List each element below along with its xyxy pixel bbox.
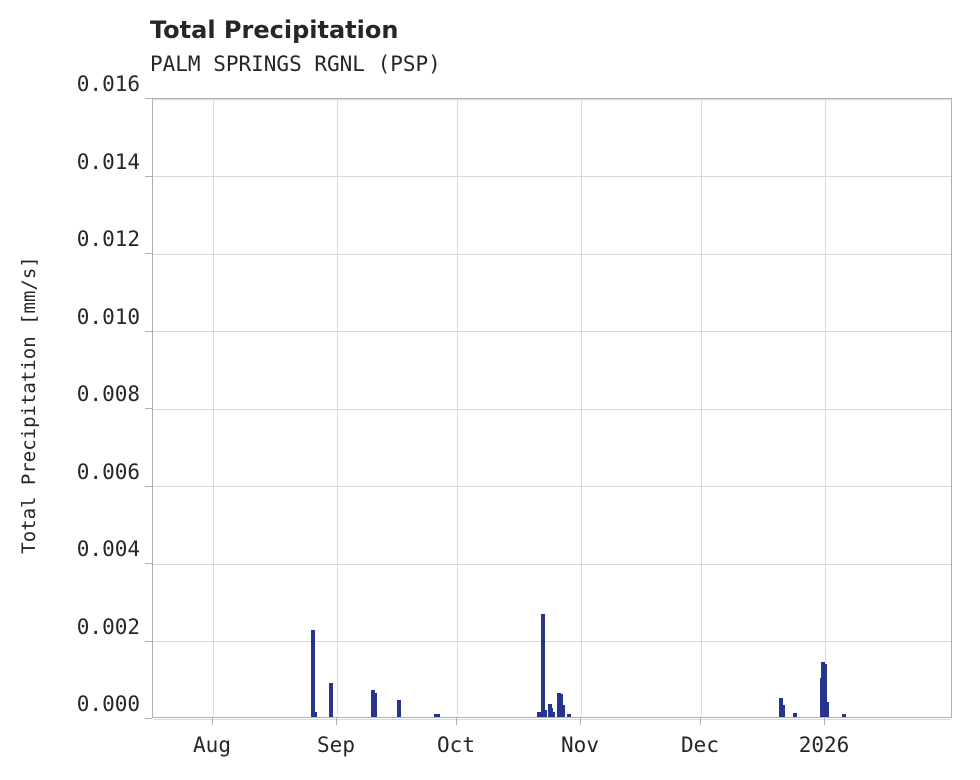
x-axis-tick-label: Dec (681, 733, 719, 757)
y-axis-tick-mark (145, 98, 152, 100)
bar (312, 712, 317, 717)
y-axis-tick-mark (145, 330, 152, 332)
bar (780, 705, 785, 717)
y-axis-tick-mark (145, 640, 152, 642)
bar (435, 714, 440, 717)
bar (397, 699, 402, 717)
gridline-vertical (456, 99, 458, 717)
gridline-vertical (580, 99, 582, 717)
y-axis-tick-mark (145, 253, 152, 255)
x-axis-tick-label: Aug (193, 733, 231, 757)
x-axis-tick-label: Sep (317, 733, 355, 757)
bar (541, 613, 546, 717)
x-axis-tick-label: Nov (561, 733, 599, 757)
bar (536, 711, 541, 717)
bar-series (153, 99, 951, 717)
y-axis-label: Total Precipitation [mm/s] (12, 95, 46, 715)
bar (372, 692, 377, 717)
bar (542, 709, 548, 717)
bar (329, 682, 334, 717)
chart-title: Total Precipitation (150, 16, 399, 44)
gridline-horizontal (153, 253, 951, 255)
gridline-vertical (700, 99, 702, 717)
gridline-horizontal (153, 331, 951, 332)
bar (310, 629, 316, 717)
x-axis-tick-label: 2026 (798, 733, 850, 757)
plot-area (152, 98, 952, 720)
y-axis-tick-mark (145, 408, 152, 410)
x-axis-tick-label: Oct (437, 733, 475, 757)
gridline-horizontal (153, 563, 951, 565)
bar (560, 705, 565, 717)
bar (550, 711, 556, 717)
gridline-horizontal (153, 718, 951, 720)
y-axis-tick-label: 0.016 (76, 72, 140, 96)
gridline-horizontal (153, 486, 951, 487)
gridline-horizontal (153, 176, 951, 177)
gridline-vertical (336, 99, 338, 717)
y-axis-tick-mark (145, 175, 152, 177)
gridline-vertical (824, 99, 826, 717)
bar (822, 663, 828, 717)
y-axis-label-text: Total Precipitation [mm/s] (18, 256, 40, 554)
bar (792, 712, 797, 717)
bar (566, 713, 572, 717)
bar (824, 701, 829, 717)
y-axis-tick-mark (145, 485, 152, 487)
bar (842, 713, 847, 717)
gridline-vertical (212, 99, 214, 717)
gridline-horizontal (153, 408, 951, 410)
y-axis-tick-mark (145, 563, 152, 565)
gridline-horizontal (153, 641, 951, 642)
y-axis-tick-mark (145, 718, 152, 720)
chart-subtitle: PALM SPRINGS RGNL (PSP) (150, 52, 441, 76)
gridline-horizontal (153, 98, 951, 100)
